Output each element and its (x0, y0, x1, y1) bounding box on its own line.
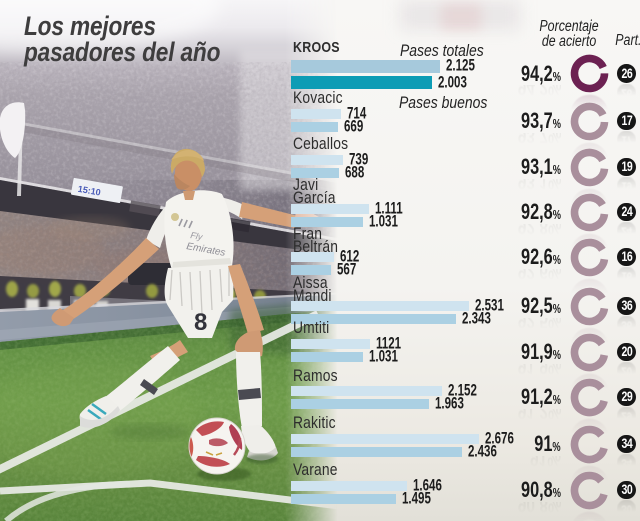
svg-text:8: 8 (194, 309, 207, 336)
svg-text:15:10: 15:10 (77, 184, 101, 198)
svg-text:Fly: Fly (190, 230, 204, 242)
